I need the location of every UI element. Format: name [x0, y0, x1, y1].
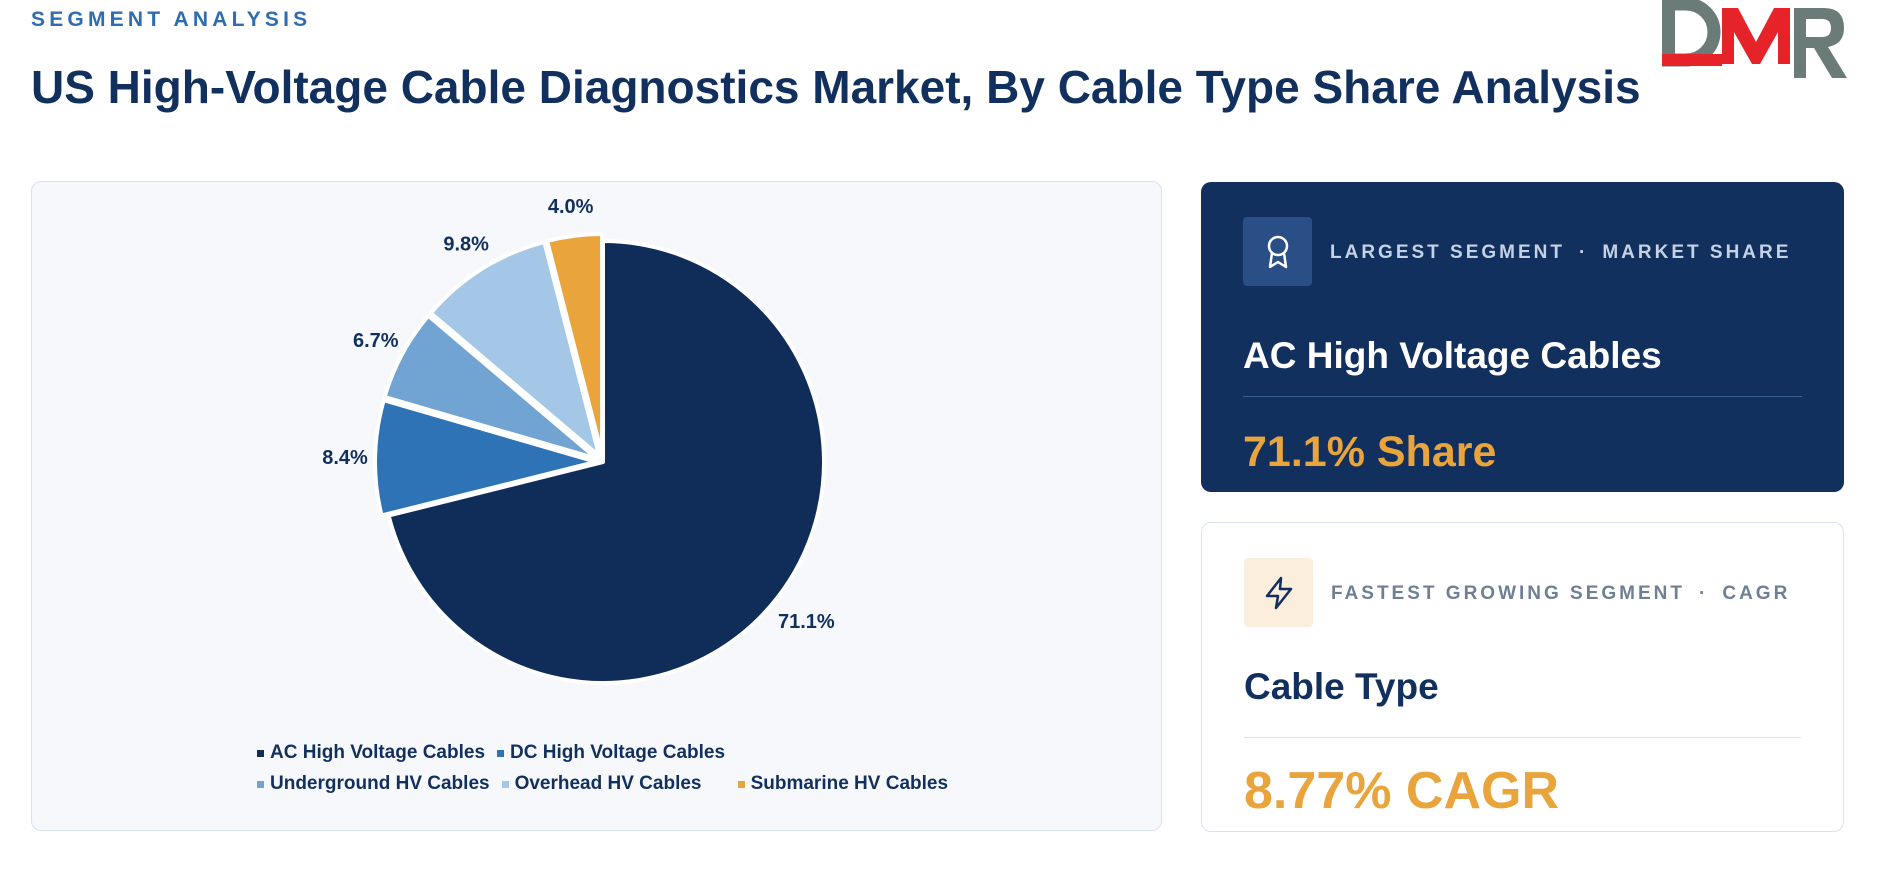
pie-labels: 71.1% 8.4% 6.7% 9.8% 4.0%: [322, 196, 835, 633]
legend-item: Underground HV Cables: [257, 773, 490, 795]
fastest-segment-card: FASTEST GROWING SEGMENT · CAGR Cable Type …: [1201, 522, 1844, 832]
logo-letter-d: [1662, 0, 1722, 67]
fastest-segment-caption: FASTEST GROWING SEGMENT · CAGR: [1331, 583, 1790, 605]
award-icon: [1243, 217, 1312, 286]
logo-letter-m: [1722, 8, 1790, 64]
largest-segment-name: AC High Voltage Cables: [1243, 335, 1662, 376]
largest-segment-caption: LARGEST SEGMENT · MARKET SHARE: [1330, 242, 1791, 264]
slice-label: 8.4%: [322, 447, 368, 469]
pie-chart: 71.1% 8.4% 6.7% 9.8% 4.0%: [322, 196, 835, 685]
chart-legend: AC High Voltage Cables DC High Voltage Ca…: [257, 742, 957, 795]
dmr-logo: [1662, 0, 1847, 78]
pie-slice-overhead-hv-cables: [428, 240, 602, 459]
caption-separator: ·: [1579, 242, 1589, 263]
slice-label: 9.8%: [443, 233, 489, 255]
lightning-icon: [1244, 558, 1313, 627]
legend-swatch: [737, 780, 745, 788]
fastest-segment-name: Cable Type: [1244, 666, 1439, 707]
slice-label: 4.0%: [548, 196, 594, 218]
legend-item: DC High Voltage Cables: [497, 742, 725, 764]
page-title: US High-Voltage Cable Diagnostics Market…: [31, 61, 1641, 113]
legend-swatch: [257, 749, 264, 757]
fastest-segment-value: 8.77% CAGR: [1244, 762, 1559, 820]
slice-label: 6.7%: [353, 330, 399, 352]
pie-chart-panel: 71.1% 8.4% 6.7% 9.8% 4.0% AC High Voltage Ca…: [31, 181, 1162, 831]
slice-label: 71.1%: [778, 611, 835, 633]
card-divider: [1243, 396, 1802, 397]
largest-segment-card: LARGEST SEGMENT · MARKET SHARE AC High Vol…: [1201, 182, 1844, 492]
legend-label: Submarine HV Cables: [750, 773, 949, 794]
pie-slice-underground-hv-cables: [382, 313, 599, 461]
legend-label: DC High Voltage Cables: [510, 742, 726, 763]
legend-label: Overhead HV Cables: [514, 773, 702, 794]
logo-letter-r: [1794, 8, 1847, 78]
pie-slice-dc-high-voltage-cables: [373, 398, 599, 518]
caption-separator: ·: [1699, 583, 1709, 604]
legend-swatch: [257, 780, 264, 788]
caption-left: LARGEST SEGMENT: [1330, 242, 1566, 263]
caption-right: CAGR: [1722, 583, 1791, 604]
legend-swatch: [497, 749, 505, 757]
legend-item: Submarine HV Cables: [737, 773, 949, 795]
pie-slices: [373, 232, 826, 685]
legend-item: Overhead HV Cables: [501, 773, 726, 795]
section-eyebrow: SEGMENT ANALYSIS: [31, 8, 312, 31]
card-divider: [1244, 737, 1801, 738]
caption-left: FASTEST GROWING SEGMENT: [1331, 583, 1686, 604]
largest-segment-value: 71.1% Share: [1243, 428, 1497, 476]
legend-label: AC High Voltage Cables: [270, 742, 486, 763]
legend-item: AC High Voltage Cables: [257, 742, 485, 764]
caption-right: MARKET SHARE: [1602, 242, 1792, 263]
legend-label: Underground HV Cables: [270, 773, 490, 794]
pie-slice-submarine-hv-cables: [545, 232, 605, 458]
legend-swatch: [501, 780, 509, 788]
pie-slice-ac-high-voltage-cables: [386, 239, 826, 685]
